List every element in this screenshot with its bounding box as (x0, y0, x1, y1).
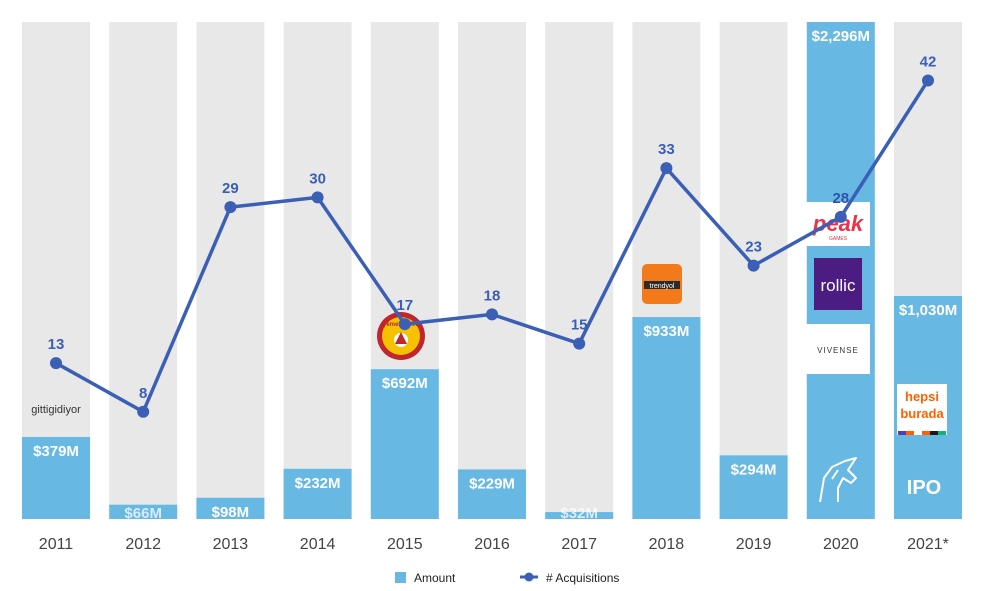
legend-acquisitions-label: # Acquisitions (546, 571, 619, 585)
background-column (283, 22, 352, 519)
acquisitions-point (137, 405, 150, 418)
acquisitions-point (660, 162, 673, 175)
peak-games-logo: peak GAMES (806, 202, 870, 246)
acquisitions-count-label: 30 (309, 170, 326, 187)
amount-bar (196, 497, 265, 519)
acquisitions-count-label: 8 (139, 385, 147, 402)
acquisitions-point (486, 308, 498, 321)
acquisitions-count-label: 15 (571, 317, 588, 334)
amount-bar (370, 369, 439, 519)
amount-bar (632, 317, 701, 519)
acquisitions-count-label: 13 (48, 336, 65, 353)
bar-value-label: $232M (295, 475, 341, 492)
bar-value-label: $933M (643, 323, 689, 340)
yemeksepeti-logo: yemeksepeti (377, 312, 425, 360)
bar-value-label: $1,030M (899, 302, 957, 319)
svg-text:burada: burada (900, 406, 944, 421)
bar-value-label: $32M (560, 505, 598, 522)
acquisitions-line: 13 8 29 30 17 18 15 33 23 28 42 (48, 53, 937, 418)
bar-value-label: $229M (469, 475, 515, 492)
bar-value-label: $66M (124, 505, 162, 522)
amount-bar (545, 512, 614, 519)
acquisitions-count-label: 23 (745, 239, 762, 256)
gittigidiyor-logo: gittigidiyor (31, 404, 81, 416)
acquisitions-count-label: 42 (920, 53, 937, 70)
x-tick-label: 2015 (387, 536, 423, 553)
amount-bar (22, 436, 90, 519)
background-column (196, 22, 265, 519)
acquisitions-count-label: 33 (658, 141, 675, 158)
svg-text:trendyol: trendyol (650, 283, 675, 290)
x-tick-label: 2011 (39, 536, 74, 553)
acquisitions-point (834, 210, 847, 223)
bar-value-label: $692M (382, 375, 428, 392)
svg-text:hepsi: hepsi (905, 389, 939, 404)
acquisitions-point (311, 191, 324, 204)
x-tick-label: 2021* (907, 536, 949, 553)
bar-value-label: $98M (212, 504, 250, 521)
amount-bar (283, 468, 352, 519)
background-column (109, 22, 178, 519)
acquisitions-point (573, 337, 586, 350)
amount-bar (719, 455, 788, 519)
x-tick-label: 2016 (474, 536, 510, 553)
x-tick-label: 2018 (649, 536, 685, 553)
ipo-label: IPO (907, 477, 941, 499)
x-tick-label: 2020 (823, 536, 859, 553)
legend-acquisitions-dot (524, 572, 534, 582)
amount-bar (458, 469, 526, 519)
x-tick-label: 2013 (213, 536, 249, 553)
rollic-logo: rollic (814, 258, 862, 310)
background-column (458, 22, 526, 519)
background-column (22, 22, 90, 519)
legend: Amount # Acquisitions (395, 571, 619, 585)
acquisitions-point (747, 259, 760, 272)
acquisitions-count-label: 18 (484, 287, 501, 304)
x-tick-label: 2012 (125, 536, 161, 553)
acquisitions-count-label: 29 (222, 180, 239, 197)
acquisitions-count-label: 17 (396, 297, 413, 314)
x-tick-label: 2017 (561, 536, 597, 553)
acquisitions-point (398, 318, 411, 331)
trendyol-logo: trendyol (642, 264, 682, 304)
bar-value-label: $294M (731, 461, 777, 478)
amount-bar (109, 504, 178, 519)
acquisitions-point (922, 74, 934, 87)
bar-value-label: $2,296M (812, 28, 870, 45)
legend-amount-swatch (395, 572, 406, 583)
unicorn-icon (819, 457, 857, 503)
x-tick-label: 2014 (300, 536, 336, 553)
company-logos: gittigidiyor yemeksepeti trendyol peak G… (31, 202, 947, 503)
legend-amount-label: Amount (414, 571, 456, 585)
vivense-logo: VIVENSE (806, 324, 870, 374)
acquisitions-point (50, 357, 62, 370)
acquisitions-count-label: 28 (832, 190, 849, 207)
x-axis: 2011 2012 2013 2014 2015 2016 2017 2018 2019 2020… (39, 536, 949, 553)
acquisitions-point (224, 201, 237, 214)
bar-value-label: $379M (33, 443, 79, 460)
svg-text:VIVENSE: VIVENSE (817, 346, 859, 355)
background-column (545, 22, 614, 519)
svg-text:rollic: rollic (821, 276, 856, 295)
svg-text:GAMES: GAMES (829, 236, 848, 242)
x-tick-label: 2019 (736, 536, 772, 553)
hepsiburada-logo: hepsi burada (897, 384, 947, 435)
